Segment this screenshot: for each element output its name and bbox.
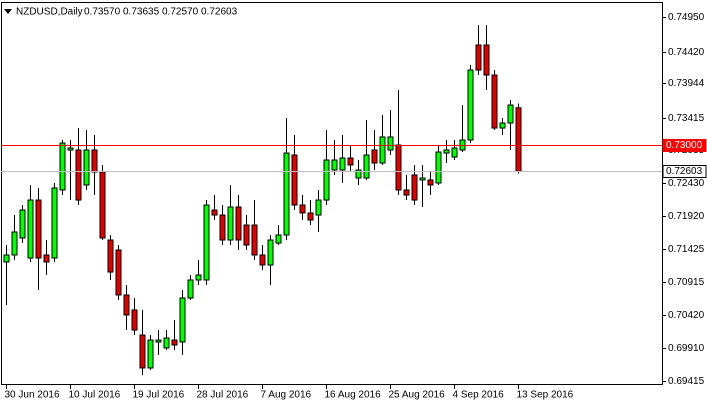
candle-body <box>483 44 490 76</box>
candle-body <box>467 69 474 141</box>
candle-body <box>155 339 162 343</box>
candle-body <box>387 136 394 151</box>
candle-body <box>499 122 506 129</box>
candle-body <box>491 74 498 129</box>
candle-body <box>19 209 26 239</box>
candle-body <box>299 204 306 214</box>
candle-body <box>371 149 378 164</box>
candle-body <box>355 169 362 179</box>
candle-body <box>315 199 322 216</box>
candle-body <box>443 149 450 154</box>
candle-body <box>339 157 346 171</box>
candle-body <box>219 214 226 241</box>
candle-body <box>427 179 434 186</box>
plot-frame <box>1 2 663 385</box>
candle-body <box>515 107 522 172</box>
y-tick-label: 0.74950 <box>668 12 705 23</box>
candle-body <box>203 204 210 281</box>
candle-body <box>235 206 242 241</box>
candle-body <box>107 239 114 273</box>
x-tick-label: 28 Jul 2016 <box>197 390 249 401</box>
candle-body <box>171 339 178 346</box>
candle-body <box>323 159 330 201</box>
candle-body <box>291 154 298 206</box>
price-label: 0.72603 <box>666 166 703 177</box>
x-tick-label: 10 Jul 2016 <box>69 390 121 401</box>
candle-body <box>91 149 98 173</box>
candle-body <box>419 177 426 181</box>
candle-body <box>83 149 90 186</box>
candle-body <box>307 212 314 221</box>
candle-body <box>59 142 66 191</box>
candle-body <box>147 339 154 369</box>
candle-body <box>27 199 34 259</box>
candle-body <box>283 152 290 236</box>
candle-body <box>475 44 482 71</box>
title-value: 0.72603 <box>201 7 238 18</box>
chart-title: NZDUSD,Daily <box>16 7 83 18</box>
candle-body <box>395 144 402 191</box>
y-tick-label: 0.70915 <box>668 277 705 288</box>
y-tick-label: 0.71920 <box>668 211 705 222</box>
candle-body <box>363 154 370 179</box>
title-value: 0.73570 <box>84 7 121 18</box>
candle-body <box>43 254 50 263</box>
candle-body <box>3 254 10 263</box>
candle-body <box>243 224 250 246</box>
y-tick-label: 0.69415 <box>668 376 705 387</box>
candle-body <box>187 279 194 299</box>
y-tick-label: 0.73944 <box>668 78 705 89</box>
x-tick-label: 19 Jul 2016 <box>133 390 185 401</box>
title-value: 0.73635 <box>123 7 160 18</box>
candle-body <box>11 231 18 256</box>
x-tick-label: 13 Sep 2016 <box>517 390 574 401</box>
candle-body <box>75 149 82 201</box>
candle-body <box>139 334 146 369</box>
candle-body <box>275 234 282 244</box>
candle-body <box>35 199 42 259</box>
candle-body <box>347 157 354 166</box>
candle-body <box>51 187 58 259</box>
price-label-box <box>662 139 707 152</box>
candle-body <box>507 104 514 124</box>
candle-body <box>435 151 442 184</box>
candle-body <box>163 337 170 349</box>
candle-body <box>211 209 218 216</box>
y-tick-label: 0.73415 <box>668 113 705 124</box>
candle-body <box>331 159 338 171</box>
menu-triangle <box>4 9 12 14</box>
candle-body <box>115 249 122 296</box>
y-tick-label: 0.69910 <box>668 343 705 354</box>
candle-body <box>227 206 234 241</box>
candle-body <box>67 147 74 151</box>
candle-body <box>403 189 410 196</box>
candle-body <box>267 239 274 266</box>
candle-body <box>99 171 106 239</box>
candle-body <box>259 254 266 266</box>
candle-body <box>451 147 458 158</box>
x-tick-label: 7 Aug 2016 <box>261 390 312 401</box>
candle-body <box>123 294 130 316</box>
candle-body <box>411 174 418 201</box>
x-tick-label: 16 Aug 2016 <box>325 390 382 401</box>
x-tick-label: 30 Jun 2016 <box>5 390 60 401</box>
candle-body <box>131 309 138 331</box>
candle-body <box>179 297 186 343</box>
candle-body <box>195 274 202 281</box>
price-label: 0.73000 <box>666 140 703 151</box>
candle-body <box>379 136 386 164</box>
candle-body <box>251 224 258 256</box>
y-tick-label: 0.72430 <box>668 178 705 189</box>
x-tick-label: 25 Aug 2016 <box>389 390 446 401</box>
y-tick-label: 0.71425 <box>668 244 705 255</box>
y-tick-label: 0.74420 <box>668 47 705 58</box>
price-label-box <box>662 165 707 178</box>
y-tick-label: 0.70420 <box>668 310 705 321</box>
title-value: 0.72570 <box>162 7 199 18</box>
candle-body <box>459 139 466 151</box>
x-tick-label: 4 Sep 2016 <box>453 390 505 401</box>
